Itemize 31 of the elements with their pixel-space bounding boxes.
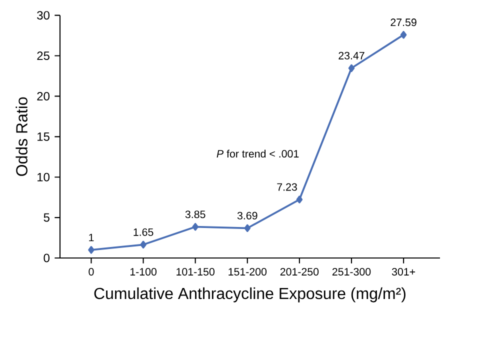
y-tick-label: 25 bbox=[37, 52, 50, 60]
x-tick-label: 301+ bbox=[392, 268, 416, 276]
point bbox=[192, 222, 198, 231]
y-tick-label: 0 bbox=[44, 254, 50, 262]
y-tick-label: 20 bbox=[37, 92, 50, 100]
x-tick-label: 201-250 bbox=[280, 268, 319, 276]
data-label: 27.59 bbox=[390, 18, 416, 26]
x-tick-label: 1-100 bbox=[130, 268, 157, 276]
annotation: P for trend < .001 bbox=[216, 150, 299, 158]
y-tick-label: 10 bbox=[38, 172, 50, 182]
point bbox=[296, 196, 303, 204]
point bbox=[244, 224, 251, 232]
data-label: 7.23 bbox=[277, 183, 297, 191]
x-tick-label: 0 bbox=[88, 268, 94, 276]
point bbox=[140, 240, 146, 249]
point bbox=[88, 246, 94, 254]
y-axis-title: Odds Ratio bbox=[16, 97, 28, 176]
data-label: 3.69 bbox=[237, 212, 258, 220]
data-label: 23.47 bbox=[338, 52, 364, 60]
data-label: 1.65 bbox=[134, 228, 154, 236]
y-tick-label: 30 bbox=[37, 11, 50, 20]
x-tick-label: 251-300 bbox=[332, 268, 371, 276]
x-tick-label: 101-150 bbox=[176, 268, 214, 276]
x-axis-title: Cumulative Anthracycline Exposure (mg/m²) bbox=[94, 287, 406, 302]
data-label: 1 bbox=[89, 234, 94, 242]
data-label: 3.85 bbox=[185, 210, 206, 218]
y-tick-label: 5 bbox=[44, 213, 50, 222]
x-tick-label: 151-200 bbox=[228, 268, 267, 276]
y-tick-label: 15 bbox=[38, 132, 50, 141]
point bbox=[348, 64, 355, 72]
point bbox=[400, 30, 407, 39]
